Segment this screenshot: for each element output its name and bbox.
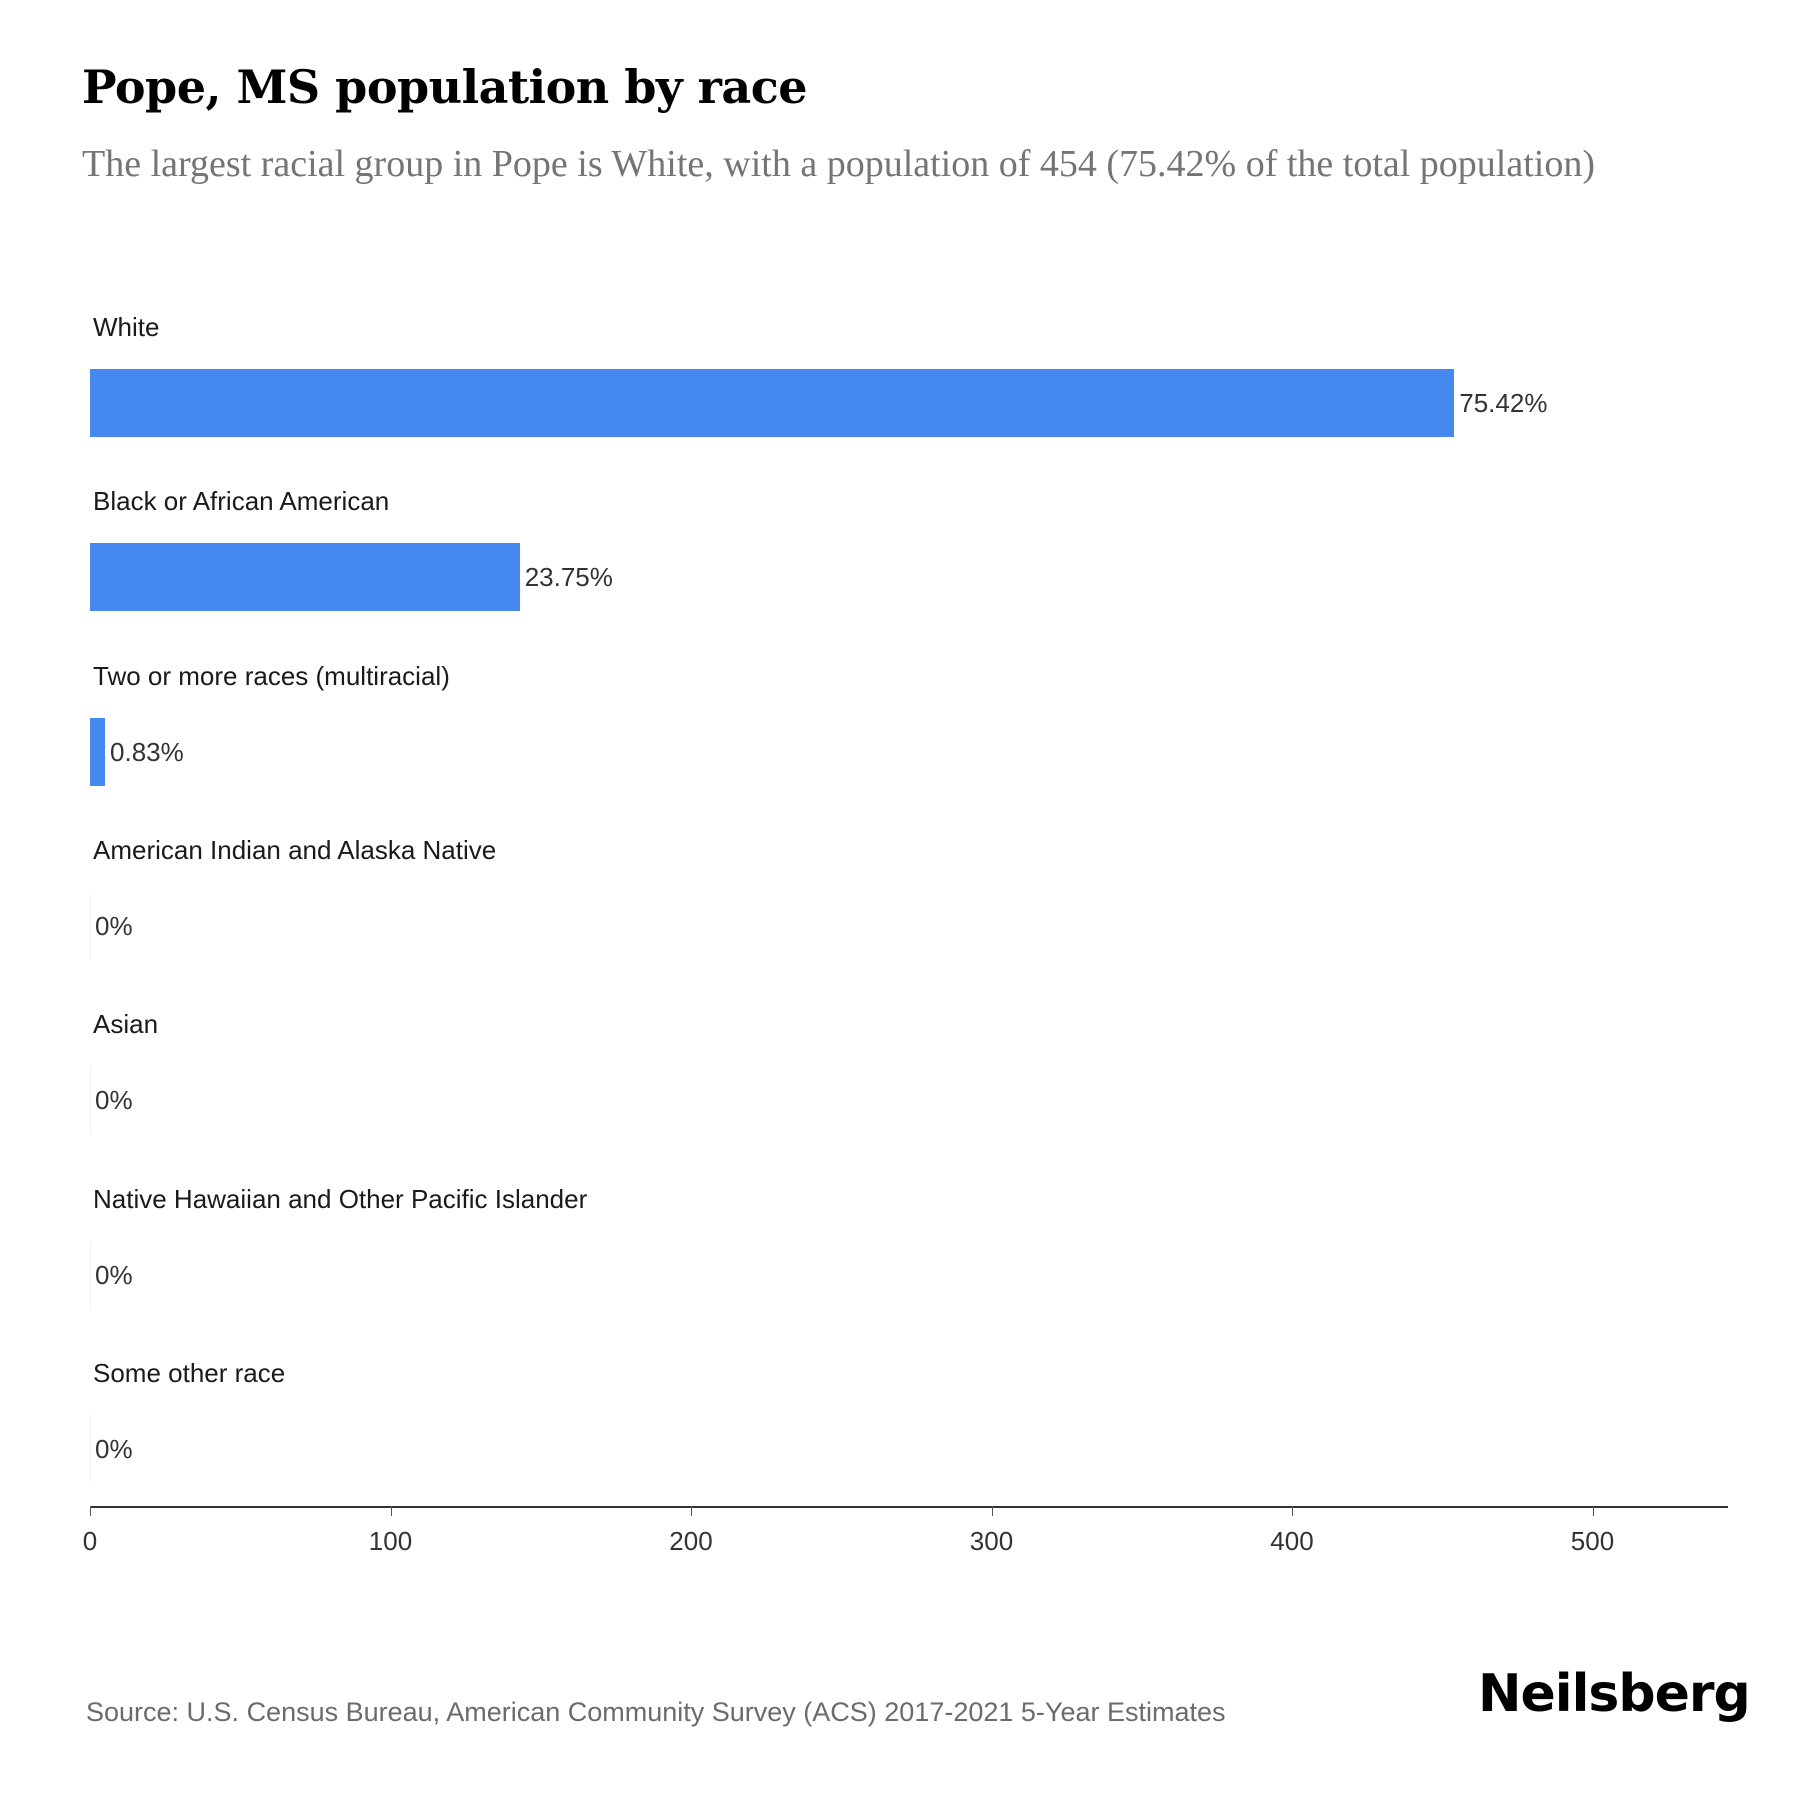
x-tick	[1592, 1506, 1594, 1516]
zero-bar	[90, 1414, 91, 1483]
x-tick	[691, 1506, 692, 1516]
category-label: Asian	[93, 1009, 159, 1040]
category-label: Black or African American	[93, 486, 390, 517]
value-label: 23.75%	[524, 562, 613, 593]
x-tick	[991, 1506, 993, 1516]
x-tick-label: 300	[969, 1526, 1014, 1556]
value-label: 0%	[95, 1433, 133, 1464]
zero-bar	[90, 1240, 91, 1309]
value-label: 0.83%	[110, 736, 184, 767]
value-label: 0%	[95, 1259, 133, 1290]
value-label: 0%	[95, 1085, 133, 1116]
x-tick	[90, 1506, 91, 1516]
chart-subtitle: The largest racial group in Pope is Whit…	[82, 143, 1596, 185]
category-label: Some other race	[93, 1357, 286, 1388]
value-label: 0%	[95, 910, 133, 941]
x-tick-label: 200	[669, 1526, 713, 1556]
bar	[90, 717, 106, 786]
category-label: American Indian and Alaska Native	[93, 834, 497, 865]
x-tick-label: 0	[82, 1526, 98, 1556]
category-label: Two or more races (multiracial)	[93, 660, 450, 691]
x-tick-label: 400	[1270, 1526, 1314, 1556]
x-tick-label: 500	[1570, 1526, 1615, 1556]
x-tick	[390, 1506, 392, 1516]
category-label: White	[93, 312, 160, 342]
bar	[90, 543, 520, 612]
source-note: Source: U.S. Census Bureau, American Com…	[86, 1697, 1226, 1727]
zero-bar	[90, 891, 91, 960]
x-tick-label: 100	[368, 1526, 413, 1556]
x-tick	[1292, 1506, 1293, 1516]
x-axis	[90, 1506, 1728, 1508]
zero-bar	[90, 1066, 91, 1135]
value-label: 75.42%	[1459, 388, 1548, 418]
bar	[90, 369, 1455, 437]
chart-title: Pope, MS population by race	[82, 60, 807, 114]
category-label: Native Hawaiian and Other Pacific Island…	[93, 1183, 588, 1214]
neilsberg-logo: Neilsberg	[1478, 1664, 1751, 1724]
